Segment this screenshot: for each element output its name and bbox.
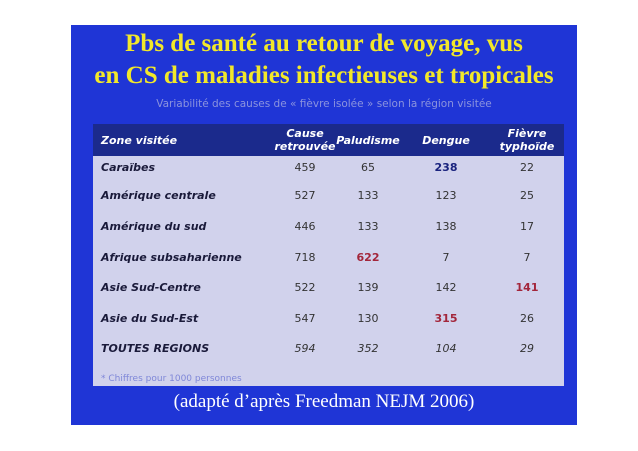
header-cause-line-1: Cause <box>286 127 324 140</box>
data-table: Zone visitée Cause retrouvée Paludisme D… <box>93 124 564 386</box>
row-paludisme: 139 <box>357 281 379 294</box>
header-cause: Cause retrouvée <box>265 124 345 156</box>
row-dengue: 138 <box>435 220 457 233</box>
row-paludisme: 65 <box>361 161 375 174</box>
row-typhoide: 29 <box>520 342 534 355</box>
row-cause: 459 <box>294 161 316 174</box>
slide: Pbs de santé au retour de voyage, vus en… <box>71 25 577 425</box>
table-row: Asie Sud-Centre 522 139 142 141 <box>93 278 564 310</box>
row-paludisme: 133 <box>357 189 379 202</box>
row-zone: Asie Sud-Centre <box>101 281 201 294</box>
row-dengue: 238 <box>434 161 458 174</box>
header-cause-line-2: retrouvée <box>274 140 336 153</box>
row-zone: Amérique centrale <box>101 189 216 202</box>
row-typhoide: 22 <box>520 161 534 174</box>
row-dengue: 315 <box>434 312 458 325</box>
table-row: Asie du Sud-Est 547 130 315 26 <box>93 309 564 341</box>
header-typhoide: Fièvre typhoïde <box>491 124 563 156</box>
source-citation: (adapté d’après Freedman NEJM 2006) <box>173 391 475 412</box>
table-row: Afrique subsaharienne 718 622 7 7 <box>93 248 564 280</box>
row-zone: Asie du Sud-Est <box>101 312 199 325</box>
row-zone: Afrique subsaharienne <box>101 251 242 264</box>
row-paludisme: 130 <box>357 312 379 325</box>
row-paludisme: 622 <box>356 251 380 264</box>
row-cause: 594 <box>294 342 316 355</box>
row-dengue: 123 <box>435 189 457 202</box>
header-paludisme: Paludisme <box>328 124 408 156</box>
header-dengue: Dengue <box>406 124 486 156</box>
row-paludisme: 133 <box>357 220 379 233</box>
header-dengue-label: Dengue <box>422 133 470 147</box>
table-row: Amérique du sud 446 133 138 17 <box>93 217 564 249</box>
row-zone: Caraïbes <box>101 161 155 174</box>
row-zone: Amérique du sud <box>101 220 207 233</box>
row-paludisme: 352 <box>357 342 379 355</box>
header-typhoide-line-1: Fièvre <box>507 127 547 140</box>
row-cause: 527 <box>294 189 316 202</box>
table-header: Zone visitée Cause retrouvée Paludisme D… <box>93 124 564 156</box>
row-dengue: 7 <box>442 251 450 264</box>
row-zone: TOUTES REGIONS <box>101 342 210 355</box>
header-zone-label: Zone visitée <box>101 133 178 147</box>
slide-title-line-1: Pbs de santé au retour de voyage, vus <box>125 30 523 57</box>
header-typhoide-line-2: typhoïde <box>499 140 555 153</box>
header-zone: Zone visitée <box>101 124 251 156</box>
slide-subtitle: Variabilité des causes de « fièvre isolé… <box>156 98 492 110</box>
table-row: TOUTES REGIONS 594 352 104 29 <box>93 339 564 371</box>
row-typhoide: 26 <box>520 312 534 325</box>
row-cause: 718 <box>294 251 316 264</box>
row-typhoide: 25 <box>520 189 534 202</box>
slide-title-line-2: en CS de maladies infectieuses et tropic… <box>94 62 554 89</box>
table-row: Amérique centrale 527 133 123 25 <box>93 186 564 218</box>
row-cause: 522 <box>294 281 316 294</box>
row-cause: 547 <box>294 312 316 325</box>
row-cause: 446 <box>294 220 316 233</box>
table-row: Caraïbes 459 65 238 22 <box>93 158 564 190</box>
header-paludisme-label: Paludisme <box>336 133 400 147</box>
footnote: * Chiffres pour 1000 personnes <box>101 374 242 384</box>
row-dengue: 142 <box>435 281 457 294</box>
row-typhoide: 7 <box>523 251 531 264</box>
row-typhoide: 17 <box>520 220 534 233</box>
row-dengue: 104 <box>435 342 457 355</box>
row-typhoide: 141 <box>515 281 539 294</box>
